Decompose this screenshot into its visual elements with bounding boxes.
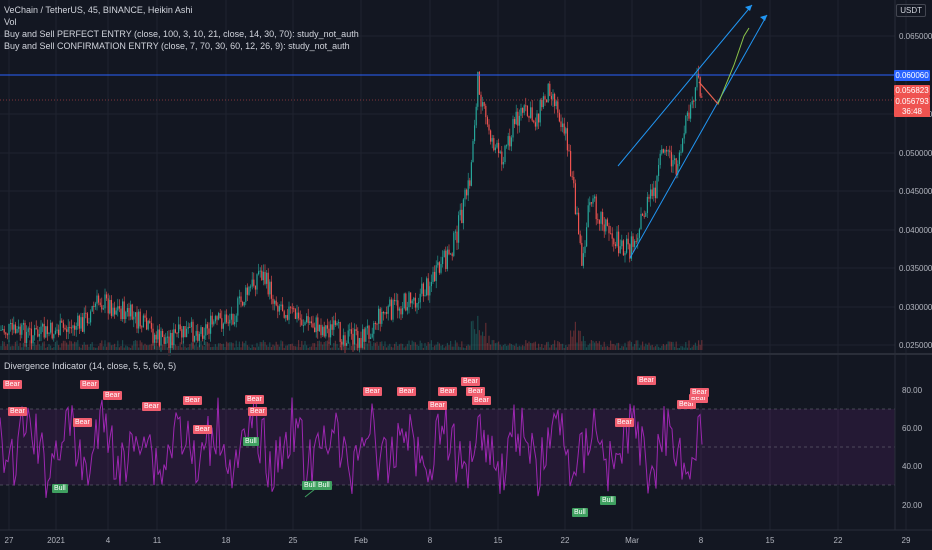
time-tick-label: 8 bbox=[428, 536, 433, 545]
time-tick-label: 18 bbox=[222, 536, 231, 545]
candlestick-series bbox=[0, 65, 703, 356]
bear-label: Bear bbox=[615, 418, 634, 427]
bear-label: Bear bbox=[142, 402, 161, 411]
oscillator-tick-label: 40.00 bbox=[902, 462, 923, 471]
oscillator-line bbox=[0, 396, 703, 498]
time-tick-label: 27 bbox=[5, 536, 14, 545]
time-tick-label: 11 bbox=[153, 536, 162, 545]
price-tick-label: 0.035000 bbox=[899, 264, 932, 273]
hline-price-tag: 0.060060 bbox=[894, 70, 930, 81]
bull-label: Bull bbox=[316, 481, 332, 490]
last-price-tag: 0.056823 bbox=[894, 85, 930, 96]
price-tick-label: 0.045000 bbox=[899, 187, 932, 196]
bull-label: Bull bbox=[600, 496, 616, 505]
bull-label: Bull bbox=[243, 437, 259, 446]
time-tick-label: 8 bbox=[699, 536, 704, 545]
time-tick-label: 22 bbox=[561, 536, 570, 545]
time-tick-label: 22 bbox=[834, 536, 843, 545]
projection-path-red bbox=[698, 81, 719, 105]
price-tick-label: 0.050000 bbox=[899, 149, 932, 158]
time-tick-label: 2021 bbox=[47, 536, 65, 545]
bear-label: Bear bbox=[472, 396, 491, 405]
bull-label: Bull bbox=[302, 481, 318, 490]
bear-label: Bear bbox=[461, 377, 480, 386]
bear-label: Bear bbox=[193, 425, 212, 434]
price-tick-label: 0.040000 bbox=[899, 226, 932, 235]
oscillator-tick-label: 60.00 bbox=[902, 424, 923, 433]
bear-label: Bear bbox=[438, 387, 457, 396]
bear-label: Bear bbox=[8, 407, 27, 416]
time-tick-label: Mar bbox=[625, 536, 639, 545]
oscillator-axis[interactable]: 80.00 60.00 40.00 20.00 bbox=[902, 386, 923, 510]
bear-label: Bear bbox=[248, 407, 267, 416]
volume-legend[interactable]: Vol bbox=[4, 17, 17, 27]
bear-label: Bear bbox=[80, 380, 99, 389]
bear-label: Bear bbox=[183, 396, 202, 405]
price-tick-label: 0.030000 bbox=[899, 303, 932, 312]
price-tick-label: 0.065000 bbox=[899, 32, 932, 41]
bear-label: Bear bbox=[363, 387, 382, 396]
volume-bars bbox=[0, 315, 703, 350]
countdown-tag: 36:48 bbox=[894, 106, 930, 117]
study2-legend[interactable]: Buy and Sell CONFIRMATION ENTRY (close, … bbox=[4, 41, 350, 51]
channel-arrow-head-lower bbox=[760, 15, 767, 21]
bear-label: Bear bbox=[103, 391, 122, 400]
bear-label: Bear bbox=[690, 388, 709, 397]
bear-label: Bear bbox=[689, 394, 708, 403]
bear-label: Bear bbox=[73, 418, 92, 427]
bear-label: Bear bbox=[677, 400, 696, 409]
time-tick-label: 4 bbox=[106, 536, 111, 545]
close-price-tag: 0.056793 bbox=[894, 96, 930, 107]
bull-label: Bull bbox=[52, 484, 68, 493]
time-axis[interactable]: 27 2021 4 11 18 25 Feb 8 15 22 Mar 8 15 22 29 bbox=[5, 536, 911, 545]
oscillator-tick-label: 20.00 bbox=[902, 501, 923, 510]
grid-lines bbox=[0, 0, 907, 530]
channel-arrow-head-upper bbox=[745, 5, 752, 11]
oscillator-tick-label: 80.00 bbox=[902, 386, 923, 395]
price-tick-label: 0.025000 bbox=[899, 341, 932, 350]
time-tick-label: 29 bbox=[902, 536, 911, 545]
bull-label: Bull bbox=[572, 508, 588, 517]
bear-label: Bear bbox=[637, 376, 656, 385]
bear-label: Bear bbox=[466, 387, 485, 396]
time-tick-label: 15 bbox=[766, 536, 775, 545]
time-tick-label: 15 bbox=[494, 536, 503, 545]
time-tick-label: 25 bbox=[289, 536, 298, 545]
channel-upper-line[interactable] bbox=[617, 4, 753, 167]
indicator-legend[interactable]: Divergence Indicator (14, close, 5, 5, 6… bbox=[4, 361, 177, 371]
study1-legend[interactable]: Buy and Sell PERFECT ENTRY (close, 100, … bbox=[4, 29, 359, 39]
currency-button[interactable]: USDT bbox=[896, 4, 926, 17]
symbol-legend[interactable]: VeChain / TetherUS, 45, BINANCE, Heikin … bbox=[4, 5, 193, 15]
time-tick-label: Feb bbox=[354, 536, 368, 545]
bear-label: Bear bbox=[3, 380, 22, 389]
bear-label: Bear bbox=[397, 387, 416, 396]
channel-lower-line[interactable] bbox=[629, 14, 768, 259]
bear-label: Bear bbox=[428, 401, 447, 410]
bear-label: Bear bbox=[245, 395, 264, 404]
